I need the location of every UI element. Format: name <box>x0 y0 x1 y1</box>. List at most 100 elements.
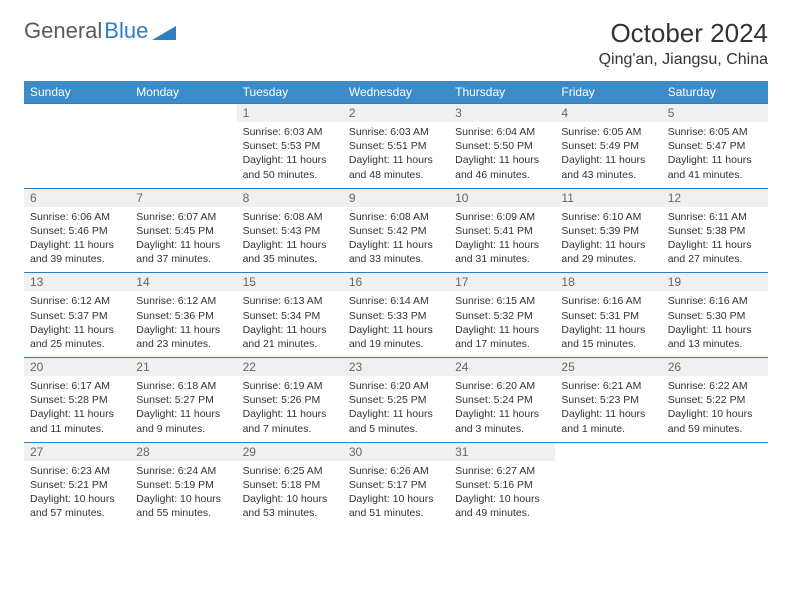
day-number: 21 <box>130 358 236 376</box>
day-cell: 24Sunrise: 6:20 AMSunset: 5:24 PMDayligh… <box>449 358 555 443</box>
calendar-table: Sunday Monday Tuesday Wednesday Thursday… <box>24 81 768 526</box>
daylight-line: Daylight: 10 hours and 55 minutes. <box>136 492 230 520</box>
day-cell: 4Sunrise: 6:05 AMSunset: 5:49 PMDaylight… <box>555 104 661 189</box>
day-body: Sunrise: 6:07 AMSunset: 5:45 PMDaylight:… <box>130 207 236 273</box>
day-body: Sunrise: 6:15 AMSunset: 5:32 PMDaylight:… <box>449 291 555 357</box>
daylight-line: Daylight: 11 hours and 35 minutes. <box>243 238 337 266</box>
day-body: Sunrise: 6:20 AMSunset: 5:24 PMDaylight:… <box>449 376 555 442</box>
day-cell: 28Sunrise: 6:24 AMSunset: 5:19 PMDayligh… <box>130 442 236 526</box>
day-cell: 5Sunrise: 6:05 AMSunset: 5:47 PMDaylight… <box>662 104 768 189</box>
sunset-line: Sunset: 5:39 PM <box>561 224 655 238</box>
sunrise-line: Sunrise: 6:04 AM <box>455 125 549 139</box>
day-body: Sunrise: 6:14 AMSunset: 5:33 PMDaylight:… <box>343 291 449 357</box>
day-cell: 17Sunrise: 6:15 AMSunset: 5:32 PMDayligh… <box>449 273 555 358</box>
logo-text-1: General <box>24 18 102 44</box>
sunset-line: Sunset: 5:19 PM <box>136 478 230 492</box>
sunrise-line: Sunrise: 6:22 AM <box>668 379 762 393</box>
daylight-line: Daylight: 11 hours and 7 minutes. <box>243 407 337 435</box>
day-cell: 20Sunrise: 6:17 AMSunset: 5:28 PMDayligh… <box>24 358 130 443</box>
sunrise-line: Sunrise: 6:13 AM <box>243 294 337 308</box>
day-body: Sunrise: 6:08 AMSunset: 5:43 PMDaylight:… <box>237 207 343 273</box>
daylight-line: Daylight: 11 hours and 3 minutes. <box>455 407 549 435</box>
sunset-line: Sunset: 5:18 PM <box>243 478 337 492</box>
day-number: 7 <box>130 189 236 207</box>
sunset-line: Sunset: 5:28 PM <box>30 393 124 407</box>
day-body: Sunrise: 6:17 AMSunset: 5:28 PMDaylight:… <box>24 376 130 442</box>
day-number: 1 <box>237 104 343 122</box>
sunrise-line: Sunrise: 6:24 AM <box>136 464 230 478</box>
day-cell: 9Sunrise: 6:08 AMSunset: 5:42 PMDaylight… <box>343 188 449 273</box>
day-number: 26 <box>662 358 768 376</box>
day-body: Sunrise: 6:06 AMSunset: 5:46 PMDaylight:… <box>24 207 130 273</box>
logo-text-2: Blue <box>104 18 148 44</box>
sunset-line: Sunset: 5:47 PM <box>668 139 762 153</box>
daylight-line: Daylight: 11 hours and 29 minutes. <box>561 238 655 266</box>
day-body: Sunrise: 6:11 AMSunset: 5:38 PMDaylight:… <box>662 207 768 273</box>
day-cell: 10Sunrise: 6:09 AMSunset: 5:41 PMDayligh… <box>449 188 555 273</box>
sunset-line: Sunset: 5:16 PM <box>455 478 549 492</box>
day-cell: 26Sunrise: 6:22 AMSunset: 5:22 PMDayligh… <box>662 358 768 443</box>
daylight-line: Daylight: 11 hours and 31 minutes. <box>455 238 549 266</box>
sunrise-line: Sunrise: 6:21 AM <box>561 379 655 393</box>
day-cell: 11Sunrise: 6:10 AMSunset: 5:39 PMDayligh… <box>555 188 661 273</box>
day-cell: 30Sunrise: 6:26 AMSunset: 5:17 PMDayligh… <box>343 442 449 526</box>
day-body: Sunrise: 6:27 AMSunset: 5:16 PMDaylight:… <box>449 461 555 527</box>
daylight-line: Daylight: 10 hours and 51 minutes. <box>349 492 443 520</box>
sunset-line: Sunset: 5:45 PM <box>136 224 230 238</box>
day-cell: 6Sunrise: 6:06 AMSunset: 5:46 PMDaylight… <box>24 188 130 273</box>
sunrise-line: Sunrise: 6:03 AM <box>243 125 337 139</box>
daylight-line: Daylight: 11 hours and 43 minutes. <box>561 153 655 181</box>
day-body: Sunrise: 6:21 AMSunset: 5:23 PMDaylight:… <box>555 376 661 442</box>
sunset-line: Sunset: 5:51 PM <box>349 139 443 153</box>
sunset-line: Sunset: 5:25 PM <box>349 393 443 407</box>
day-cell: 14Sunrise: 6:12 AMSunset: 5:36 PMDayligh… <box>130 273 236 358</box>
sunrise-line: Sunrise: 6:12 AM <box>30 294 124 308</box>
day-body: Sunrise: 6:23 AMSunset: 5:21 PMDaylight:… <box>24 461 130 527</box>
day-body: Sunrise: 6:05 AMSunset: 5:47 PMDaylight:… <box>662 122 768 188</box>
day-body: Sunrise: 6:03 AMSunset: 5:53 PMDaylight:… <box>237 122 343 188</box>
day-cell: 22Sunrise: 6:19 AMSunset: 5:26 PMDayligh… <box>237 358 343 443</box>
day-cell: 15Sunrise: 6:13 AMSunset: 5:34 PMDayligh… <box>237 273 343 358</box>
daylight-line: Daylight: 11 hours and 39 minutes. <box>30 238 124 266</box>
daylight-line: Daylight: 10 hours and 49 minutes. <box>455 492 549 520</box>
daylight-line: Daylight: 11 hours and 25 minutes. <box>30 323 124 351</box>
daylight-line: Daylight: 11 hours and 50 minutes. <box>243 153 337 181</box>
dayhead-sat: Saturday <box>662 81 768 104</box>
daylight-line: Daylight: 11 hours and 33 minutes. <box>349 238 443 266</box>
daylight-line: Daylight: 11 hours and 1 minute. <box>561 407 655 435</box>
sunset-line: Sunset: 5:38 PM <box>668 224 762 238</box>
day-number: 6 <box>24 189 130 207</box>
sunrise-line: Sunrise: 6:16 AM <box>561 294 655 308</box>
day-cell: 19Sunrise: 6:16 AMSunset: 5:30 PMDayligh… <box>662 273 768 358</box>
sunset-line: Sunset: 5:31 PM <box>561 309 655 323</box>
day-body: Sunrise: 6:24 AMSunset: 5:19 PMDaylight:… <box>130 461 236 527</box>
sunrise-line: Sunrise: 6:20 AM <box>349 379 443 393</box>
day-cell: 3Sunrise: 6:04 AMSunset: 5:50 PMDaylight… <box>449 104 555 189</box>
daylight-line: Daylight: 11 hours and 13 minutes. <box>668 323 762 351</box>
day-number: 25 <box>555 358 661 376</box>
sunset-line: Sunset: 5:49 PM <box>561 139 655 153</box>
day-cell <box>662 442 768 526</box>
sunset-line: Sunset: 5:41 PM <box>455 224 549 238</box>
sunrise-line: Sunrise: 6:05 AM <box>561 125 655 139</box>
sunset-line: Sunset: 5:21 PM <box>30 478 124 492</box>
sunrise-line: Sunrise: 6:27 AM <box>455 464 549 478</box>
day-body: Sunrise: 6:26 AMSunset: 5:17 PMDaylight:… <box>343 461 449 527</box>
day-number: 30 <box>343 443 449 461</box>
daylight-line: Daylight: 11 hours and 27 minutes. <box>668 238 762 266</box>
day-body: Sunrise: 6:13 AMSunset: 5:34 PMDaylight:… <box>237 291 343 357</box>
sunrise-line: Sunrise: 6:19 AM <box>243 379 337 393</box>
day-cell: 13Sunrise: 6:12 AMSunset: 5:37 PMDayligh… <box>24 273 130 358</box>
daylight-line: Daylight: 10 hours and 57 minutes. <box>30 492 124 520</box>
sunrise-line: Sunrise: 6:12 AM <box>136 294 230 308</box>
dayhead-fri: Friday <box>555 81 661 104</box>
day-number: 2 <box>343 104 449 122</box>
day-body: Sunrise: 6:12 AMSunset: 5:36 PMDaylight:… <box>130 291 236 357</box>
sunset-line: Sunset: 5:33 PM <box>349 309 443 323</box>
daylight-line: Daylight: 11 hours and 23 minutes. <box>136 323 230 351</box>
day-number: 3 <box>449 104 555 122</box>
day-cell: 1Sunrise: 6:03 AMSunset: 5:53 PMDaylight… <box>237 104 343 189</box>
day-cell: 2Sunrise: 6:03 AMSunset: 5:51 PMDaylight… <box>343 104 449 189</box>
dayhead-thu: Thursday <box>449 81 555 104</box>
daylight-line: Daylight: 11 hours and 46 minutes. <box>455 153 549 181</box>
